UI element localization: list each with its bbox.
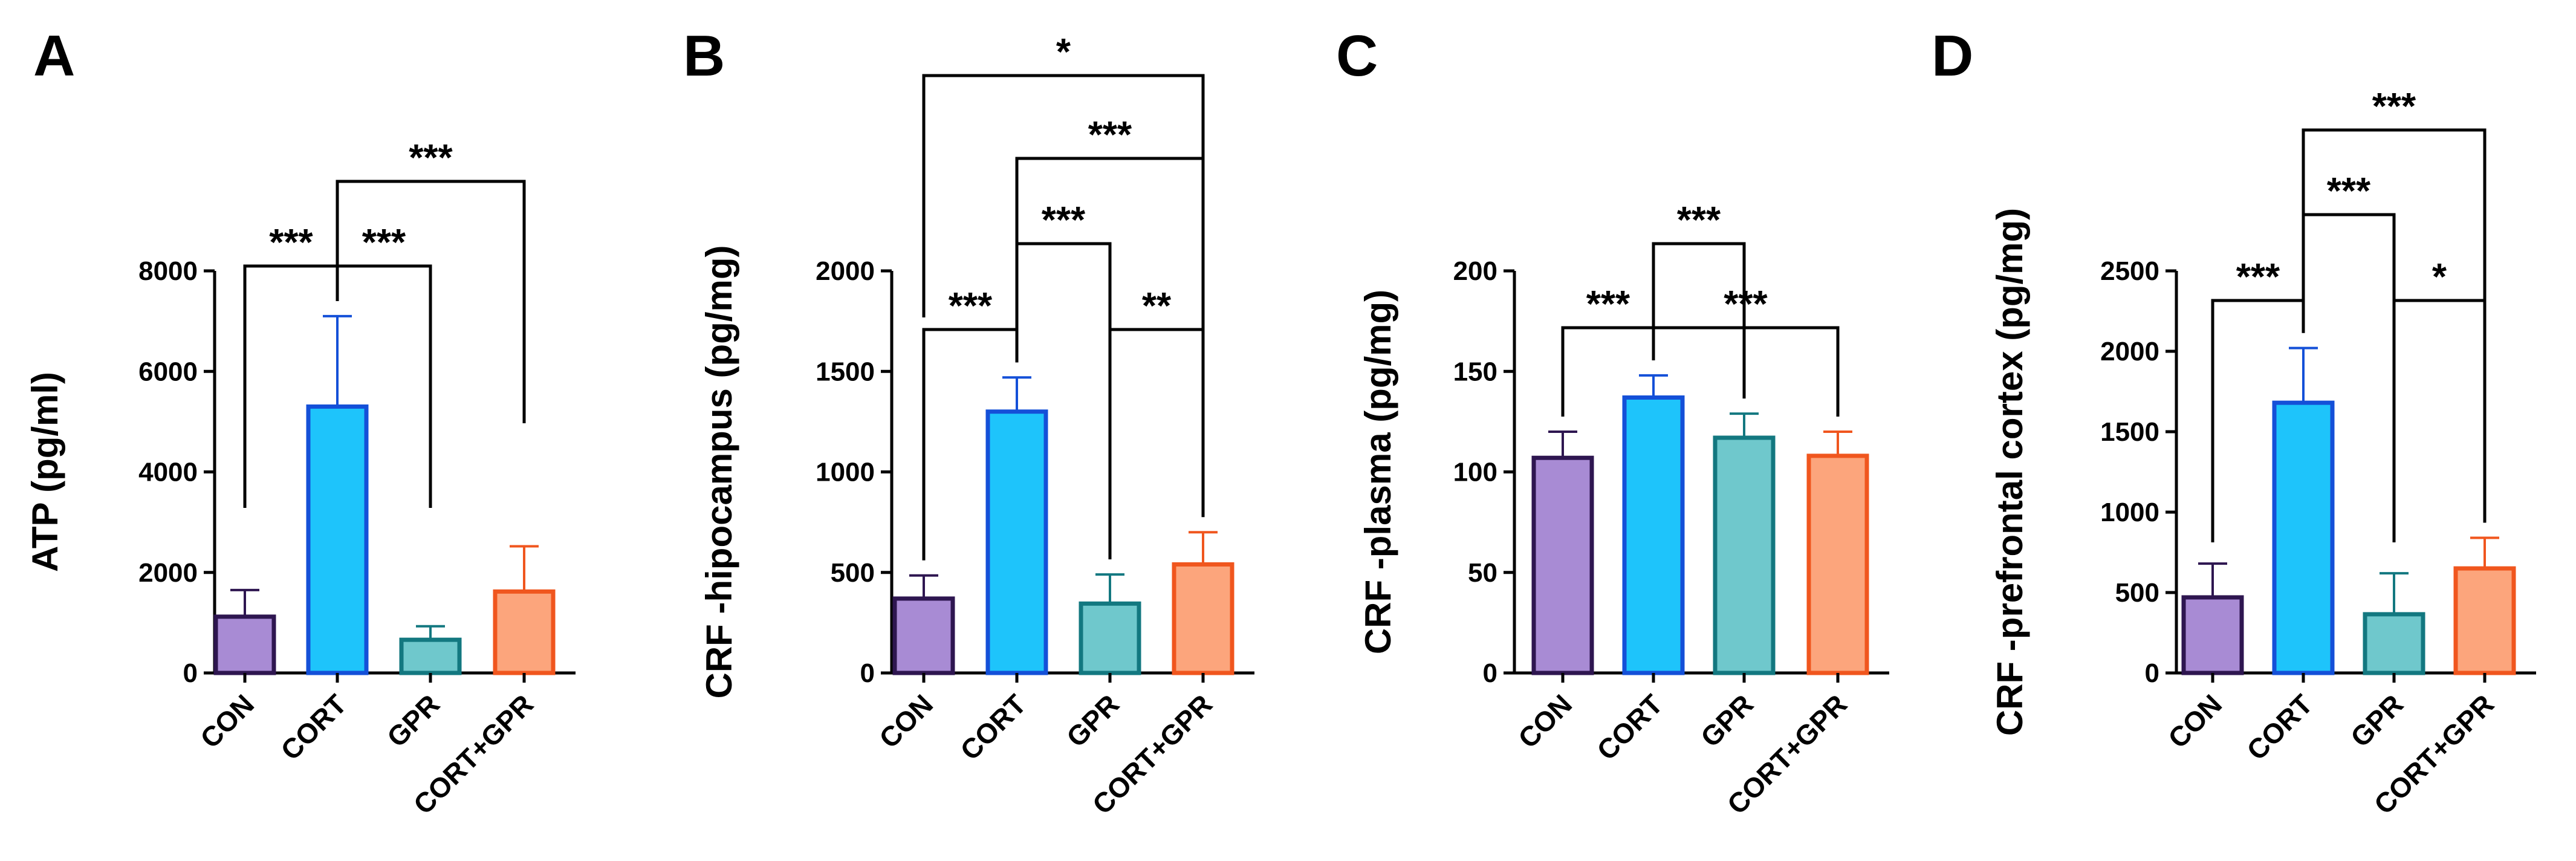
significance-label: *** xyxy=(362,222,406,264)
significance-label: *** xyxy=(1042,200,1086,241)
category-label: GPR xyxy=(2344,688,2409,753)
category-label: CORT xyxy=(1591,688,1669,766)
y-axis-label: CRF -prefrontal cortex (pg/mg) xyxy=(1990,208,2030,736)
bar xyxy=(2272,400,2335,675)
y-tick-label: 1000 xyxy=(2100,498,2159,527)
significance-bracket xyxy=(1108,328,1205,560)
category-label: CON xyxy=(873,688,939,754)
significance-label: *** xyxy=(409,137,453,179)
y-tick-label: 1500 xyxy=(816,357,875,386)
significance-label: *** xyxy=(2372,86,2416,128)
y-tick-label: 150 xyxy=(1453,357,1497,386)
y-tick-label: 1500 xyxy=(2100,417,2159,447)
y-tick-label: 200 xyxy=(1453,256,1497,286)
bar xyxy=(1079,601,1141,675)
y-axis-label: CRF -hipocampus (pg/mg) xyxy=(699,245,739,699)
y-tick-label: 500 xyxy=(831,558,875,588)
bar xyxy=(2453,566,2516,675)
bar xyxy=(1806,453,1869,675)
panel-letter: A xyxy=(33,24,75,88)
category-label: CORT xyxy=(2240,688,2318,766)
bar xyxy=(985,409,1048,675)
significance-bracket xyxy=(2302,128,2487,372)
bar xyxy=(1172,562,1234,675)
y-tick-label: 0 xyxy=(1483,658,1497,688)
y-tick-label: 1000 xyxy=(816,458,875,487)
significance-bracket xyxy=(922,74,1205,317)
panel-letter: C xyxy=(1336,24,1378,88)
significance-bracket xyxy=(2392,299,2487,542)
y-tick-label: 0 xyxy=(183,658,198,688)
bar xyxy=(213,614,276,675)
y-tick-label: 6000 xyxy=(138,357,198,386)
bar xyxy=(2181,595,2244,675)
bar xyxy=(1713,435,1776,675)
category-label: GPR xyxy=(1060,688,1125,753)
category-label: CON xyxy=(2162,688,2228,754)
panel-d: D CRF -prefrontal cortex (pg/mg) 0 500 1000 1… xyxy=(1932,24,2536,820)
y-tick-label: 0 xyxy=(2145,658,2159,688)
bar xyxy=(493,589,556,675)
significance-label: *** xyxy=(269,222,313,264)
y-tick-label: 2500 xyxy=(2100,256,2159,286)
y-tick-label: 4000 xyxy=(138,458,198,487)
significance-label: *** xyxy=(2236,256,2280,298)
significance-label: ** xyxy=(1142,285,1172,327)
significance-bracket xyxy=(1652,242,1746,399)
significance-label: * xyxy=(1056,31,1071,73)
category-label: GPR xyxy=(381,688,446,753)
y-tick-label: 2000 xyxy=(138,558,198,588)
significance-label: *** xyxy=(1677,200,1721,241)
y-tick-label: 8000 xyxy=(138,256,198,286)
significance-label: *** xyxy=(1088,114,1132,156)
panel-letter: B xyxy=(683,24,725,88)
panel-b: B CRF -hipocampus (pg/mg) 0 500 1000 1500 2000… xyxy=(683,24,1254,820)
panel-c: C CRF -plasma (pg/mg) 0 50 100 150 200 CON CORT G… xyxy=(1336,24,1889,820)
category-label: CORT xyxy=(274,688,352,766)
y-axis-label: CRF -plasma (pg/mg) xyxy=(1358,290,1398,654)
category-label: CORT xyxy=(954,688,1032,766)
significance-bracket xyxy=(1652,326,1840,417)
significance-label: *** xyxy=(1724,284,1768,325)
category-label: CON xyxy=(194,688,260,754)
category-label: CON xyxy=(1512,688,1578,754)
significance-label: *** xyxy=(1586,284,1630,325)
panel-letter: D xyxy=(1932,24,1973,88)
bar xyxy=(399,637,462,675)
bar xyxy=(2363,612,2425,675)
significance-bracket xyxy=(336,180,526,423)
y-axis-label: ATP (pg/ml) xyxy=(25,372,65,572)
bar xyxy=(892,596,955,675)
y-tick-label: 50 xyxy=(1468,558,1497,588)
y-tick-label: 500 xyxy=(2115,578,2159,608)
category-label: GPR xyxy=(1695,688,1759,753)
y-tick-label: 100 xyxy=(1453,458,1497,487)
significance-label: *** xyxy=(949,285,993,327)
significance-label: * xyxy=(2432,256,2447,298)
bar xyxy=(1531,455,1594,675)
bar xyxy=(1622,395,1685,675)
bar xyxy=(306,404,369,675)
y-tick-label: 2000 xyxy=(816,256,875,286)
significance-label: *** xyxy=(2327,171,2371,212)
y-tick-label: 2000 xyxy=(2100,337,2159,366)
y-tick-label: 0 xyxy=(860,658,875,688)
